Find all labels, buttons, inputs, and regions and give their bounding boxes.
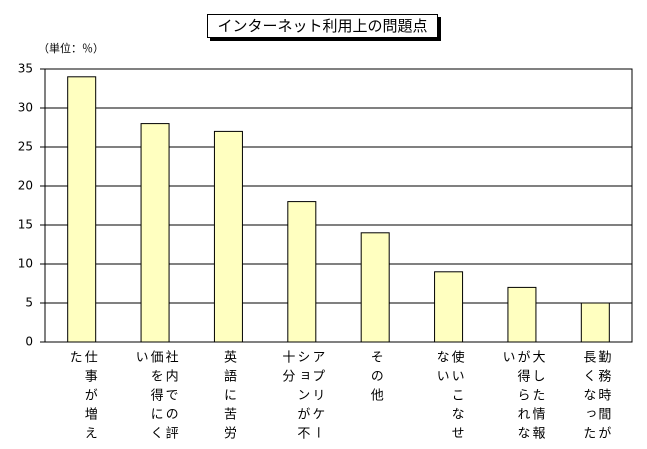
bar: [213, 130, 243, 343]
chart-title: インターネット利用上の問題点: [207, 14, 438, 38]
x-tick-label: 使いこなせない: [433, 350, 464, 445]
unit-label: （単位：％）: [38, 42, 104, 55]
x-tick-label: 社内での評価を得にくい: [132, 350, 178, 445]
y-tick-label: 15: [18, 218, 33, 232]
bar: [67, 76, 97, 343]
bar: [434, 271, 464, 343]
y-tick-label: 30: [18, 101, 33, 115]
x-tick-label: 英語に苦労: [220, 350, 236, 445]
bar: [140, 123, 170, 343]
y-tick-label: 35: [18, 62, 33, 76]
x-tick-label: アプリケーションが不十分: [279, 350, 325, 445]
x-tick-label: 勤務時間が長くなった: [580, 350, 611, 445]
x-tick-label: 仕事が増えた: [66, 350, 97, 445]
bar: [287, 201, 317, 343]
plot-area: [44, 68, 633, 343]
bar: [507, 286, 537, 343]
y-tick-label: 20: [18, 179, 33, 193]
y-tick-label: 0: [25, 335, 33, 349]
x-tick-label: 大した情報が得られない: [499, 350, 545, 445]
bar: [360, 232, 390, 343]
x-tick-label: その他: [367, 350, 383, 407]
y-tick-label: 10: [18, 257, 33, 271]
y-tick-label: 5: [25, 296, 33, 310]
y-tick-label: 25: [18, 140, 33, 154]
bar: [580, 302, 610, 343]
